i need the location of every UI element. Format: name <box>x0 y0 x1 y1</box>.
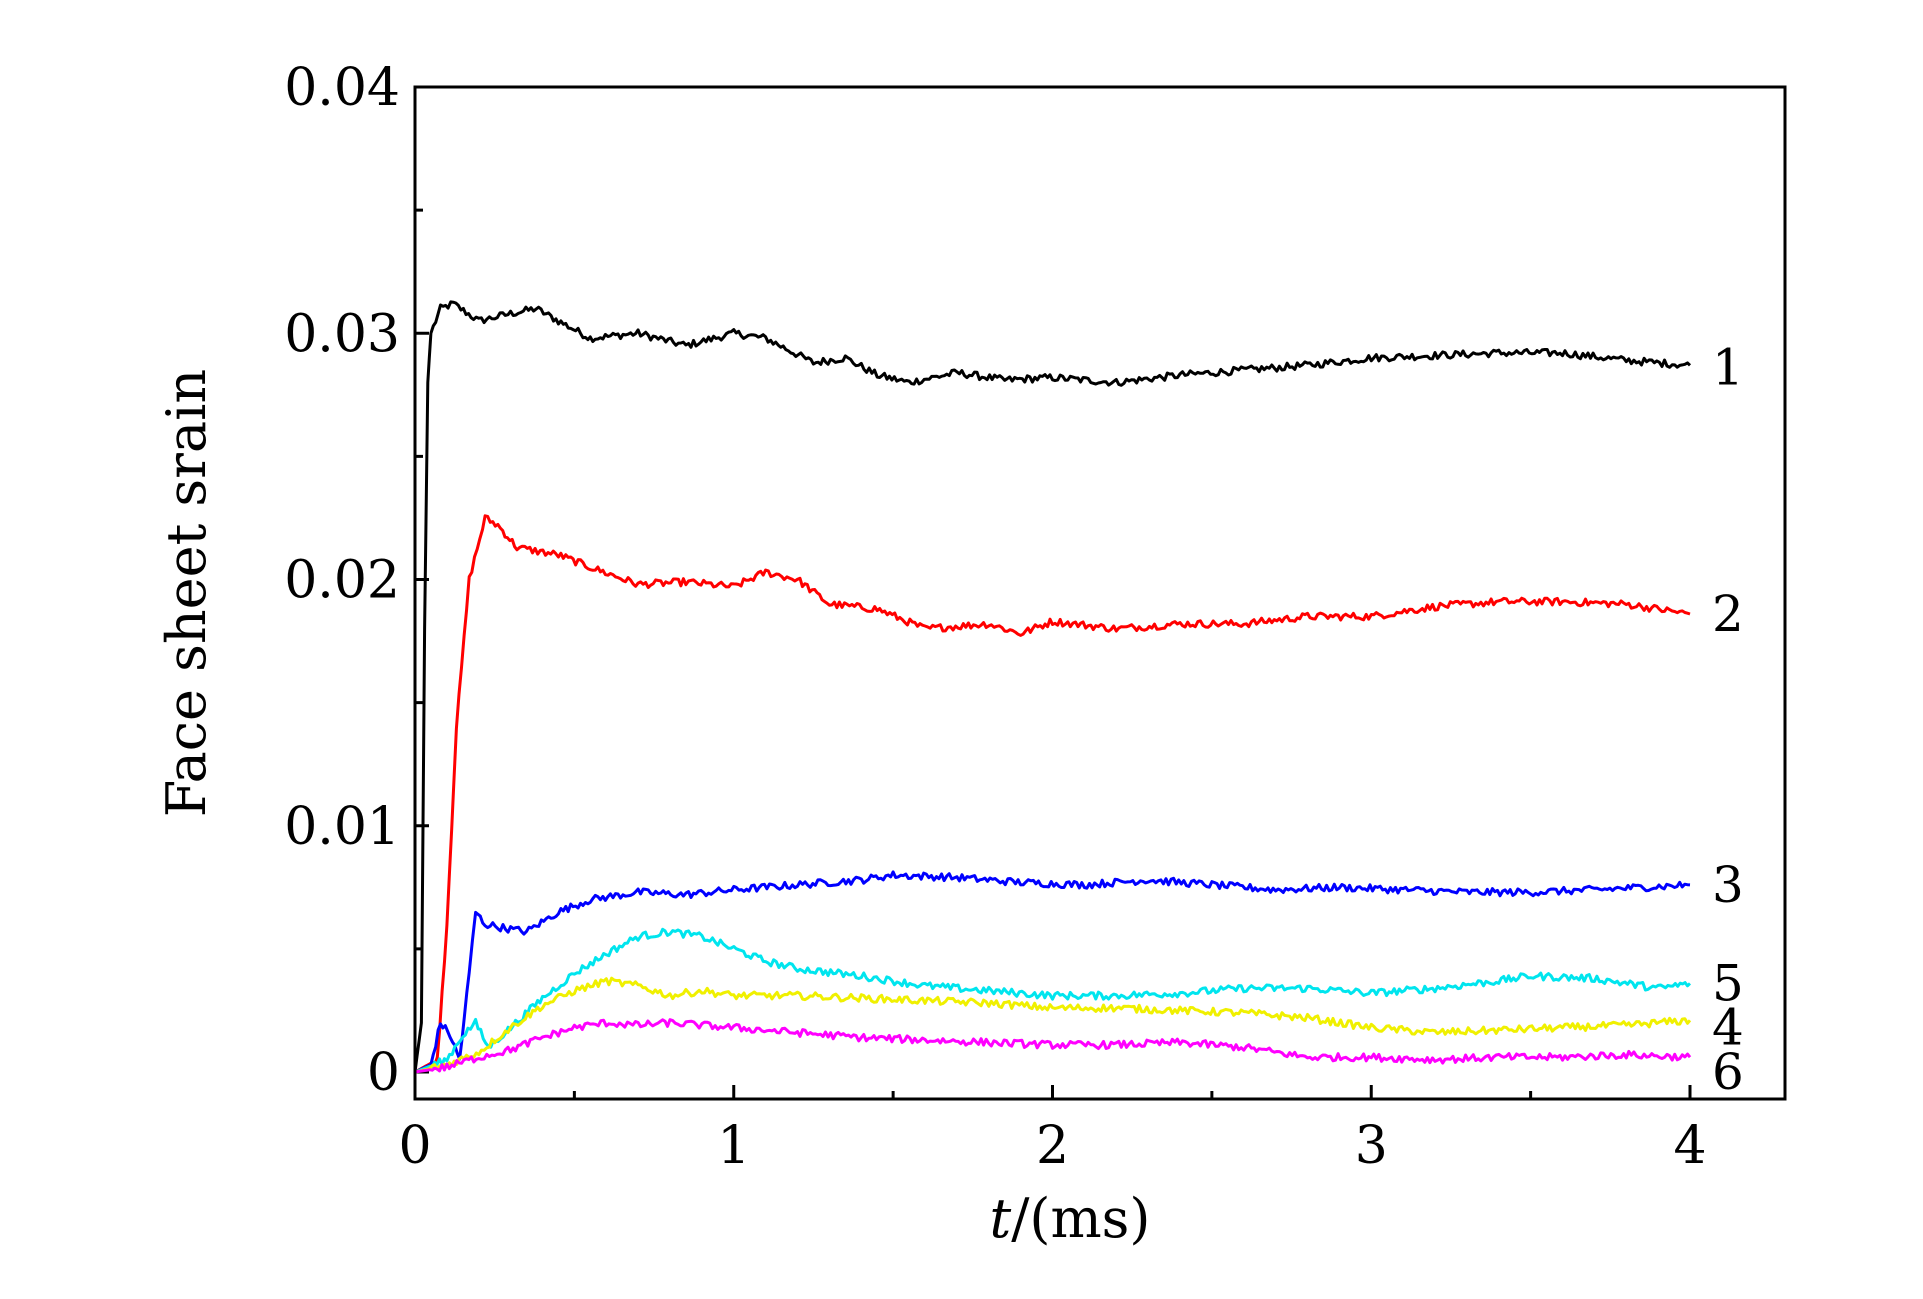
series-line-5 <box>414 927 1692 1074</box>
x-tick-label: 1 <box>717 1116 750 1176</box>
y-tick-label: 0 <box>367 1043 400 1103</box>
series-line-1 <box>413 300 1692 1073</box>
y-tick-label: 0.02 <box>284 551 400 611</box>
x-axis-title-unit: /(ms) <box>1011 1187 1150 1250</box>
curve-label-2: 2 <box>1712 585 1744 643</box>
plot-frame <box>413 85 1787 1101</box>
x-tick-label: 4 <box>1673 1116 1706 1176</box>
x-tick-label: 0 <box>398 1116 431 1176</box>
x-tick-label: 2 <box>1036 1116 1069 1176</box>
series-line-6 <box>414 1018 1692 1074</box>
curve-label-6: 6 <box>1712 1043 1744 1101</box>
y-axis-title: Face sheet srain <box>155 369 218 817</box>
ticks-layer <box>413 85 1692 1099</box>
series-line-2 <box>414 514 1691 1074</box>
y-tick-label: 0.03 <box>284 304 400 364</box>
curve-label-4: 4 <box>1712 999 1744 1057</box>
y-tick-label: 0.04 <box>284 58 400 118</box>
curve-label-1: 1 <box>1712 339 1744 397</box>
curve-label-5: 5 <box>1712 954 1744 1012</box>
x-axis-title-variable: t <box>990 1187 1012 1250</box>
y-tick-label: 0.01 <box>284 797 400 857</box>
series-line-4 <box>414 976 1692 1074</box>
series-layer <box>413 300 1692 1074</box>
series-line-3 <box>414 870 1691 1074</box>
x-axis-title: t/(ms) <box>990 1187 1151 1250</box>
curve-label-3: 3 <box>1712 856 1744 914</box>
x-tick-label: 3 <box>1355 1116 1388 1176</box>
